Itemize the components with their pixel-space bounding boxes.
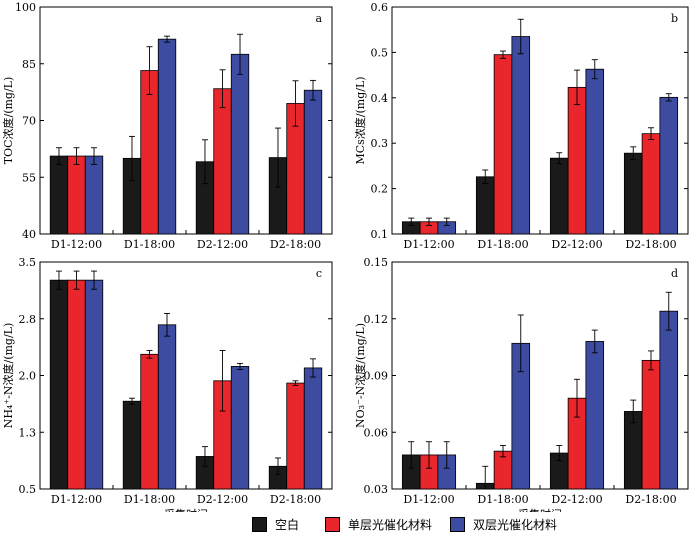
y-tick-label: 2.8 xyxy=(19,313,37,326)
bar-blank xyxy=(49,155,69,235)
bar-double xyxy=(585,341,605,490)
legend-swatch-single xyxy=(325,517,340,532)
bar-double xyxy=(230,53,250,235)
y-tick-label: 1.3 xyxy=(19,426,37,439)
legend-swatch-blank xyxy=(252,517,267,532)
x-tick-label: D1-18:00 xyxy=(124,493,175,506)
y-tick-label: 0.03 xyxy=(364,483,389,496)
legend-label-single: 单层光催化材料 xyxy=(348,518,433,532)
y-tick-label: 0.5 xyxy=(371,46,389,59)
x-tick-label: D1-12:00 xyxy=(51,238,102,251)
legend-swatch-double xyxy=(450,517,465,532)
bar-blank xyxy=(623,152,643,235)
y-tick-label: 0.12 xyxy=(364,313,389,326)
legend-item-blank: 空白 xyxy=(252,516,299,533)
legend: 空白 单层光催化材料 双层光催化材料 xyxy=(0,512,700,536)
panel-letter: d xyxy=(671,267,678,280)
x-tick-label: D1-18:00 xyxy=(124,238,175,251)
x-axis-label: 采集时间 xyxy=(518,507,562,512)
bar-single xyxy=(140,353,159,490)
legend-item-double: 双层光催化材料 xyxy=(450,516,557,533)
bar-single xyxy=(641,133,661,235)
chart-panel-d: 0.03 0.06 0.09 0.12 0.15 NO₃⁻-N浓度/(mg/L) d D1-1… xyxy=(353,256,689,512)
y-tick-label: 55 xyxy=(22,171,36,184)
x-tick-label: D1-18:00 xyxy=(477,238,528,251)
y-tick-label: 100 xyxy=(15,1,36,14)
x-tick-label: D2-18:00 xyxy=(270,238,321,251)
legend-label-blank: 空白 xyxy=(275,518,300,532)
y-tick-label: 0.1 xyxy=(371,228,389,241)
x-tick-label: D1-12:00 xyxy=(403,238,454,251)
x-tick-label: D2-12:00 xyxy=(197,238,248,251)
y-tick-label: 2.0 xyxy=(19,370,37,383)
x-tick-label: D2-18:00 xyxy=(270,493,321,506)
chart-panel-a: 40 55 70 85 100 TOC浓度/(mg/L) a D1-12:00 D1-18:00… xyxy=(1,1,333,251)
bar-double xyxy=(659,310,679,490)
legend-label-double: 双层光催化材料 xyxy=(473,518,558,532)
y-tick-label: 0.06 xyxy=(364,426,389,439)
x-tick-label: D1-12:00 xyxy=(51,493,102,506)
x-tick-label: D1-12:00 xyxy=(403,493,454,506)
x-tick-label: D2-18:00 xyxy=(625,238,676,251)
bar-double xyxy=(157,38,177,235)
bar-blank xyxy=(49,279,69,490)
x-tick-label: D2-18:00 xyxy=(625,493,676,506)
bar-single xyxy=(641,359,661,490)
chart-panel-b: 0.1 0.2 0.3 0.4 0.5 0.6 MCs浓度/(mg/L) b D1-12:00 D… xyxy=(353,1,689,251)
y-axis-label: MCs浓度/(mg/L) xyxy=(353,76,367,164)
y-tick-label: 0.2 xyxy=(371,183,389,196)
bar-double xyxy=(303,367,323,490)
y-tick-label: 0.6 xyxy=(371,1,389,14)
x-tick-label: D2-12:00 xyxy=(551,238,602,251)
y-tick-label: 70 xyxy=(22,115,36,128)
bar-double xyxy=(84,279,104,490)
y-tick-label: 40 xyxy=(22,228,36,241)
bar-single xyxy=(67,279,86,490)
bar-double xyxy=(230,366,250,490)
bar-double xyxy=(511,36,531,235)
y-tick-label: 0.15 xyxy=(364,256,389,269)
y-axis-label: TOC浓度/(mg/L) xyxy=(1,77,15,165)
bar-double xyxy=(84,155,104,235)
x-tick-label: D2-12:00 xyxy=(197,493,248,506)
legend-item-single: 单层光催化材料 xyxy=(325,516,432,533)
x-tick-label: D2-12:00 xyxy=(551,493,602,506)
figure-charts: 40 55 70 85 100 TOC浓度/(mg/L) a D1-12:00 D1-18:00… xyxy=(1,1,689,512)
y-tick-label: 0.5 xyxy=(19,483,37,496)
y-tick-label: 0.4 xyxy=(371,92,389,105)
chart-panel-c: 0.5 1.3 2.0 2.8 3.5 NH₄⁺-N浓度/(mg/L) c D1-12:00 D… xyxy=(1,256,333,512)
bar-blank xyxy=(475,176,495,235)
y-tick-label: 3.5 xyxy=(19,256,37,269)
bar-blank xyxy=(122,400,142,490)
panel-letter: c xyxy=(316,267,322,280)
x-tick-label: D1-18:00 xyxy=(477,493,528,506)
panel-letter: a xyxy=(315,12,322,25)
bar-single xyxy=(567,86,587,235)
bar-blank xyxy=(549,157,569,235)
bar-single xyxy=(67,155,86,235)
bar-single xyxy=(286,382,305,490)
bar-double xyxy=(303,89,323,235)
x-axis-label: 采集时间 xyxy=(164,507,208,512)
y-tick-label: 85 xyxy=(22,58,36,71)
y-axis-label: NH₄⁺-N浓度/(mg/L) xyxy=(1,323,15,429)
y-axis-label: NO₃⁻-N浓度/(mg/L) xyxy=(353,323,367,428)
bar-double xyxy=(585,68,605,235)
bar-double xyxy=(157,324,177,490)
y-tick-label: 0.3 xyxy=(371,137,389,150)
y-tick-label: 0.09 xyxy=(364,370,389,383)
bar-single xyxy=(493,54,513,235)
bar-single xyxy=(140,70,159,235)
bar-single xyxy=(213,88,232,235)
panel-letter: b xyxy=(671,12,678,25)
bar-double xyxy=(659,96,679,235)
